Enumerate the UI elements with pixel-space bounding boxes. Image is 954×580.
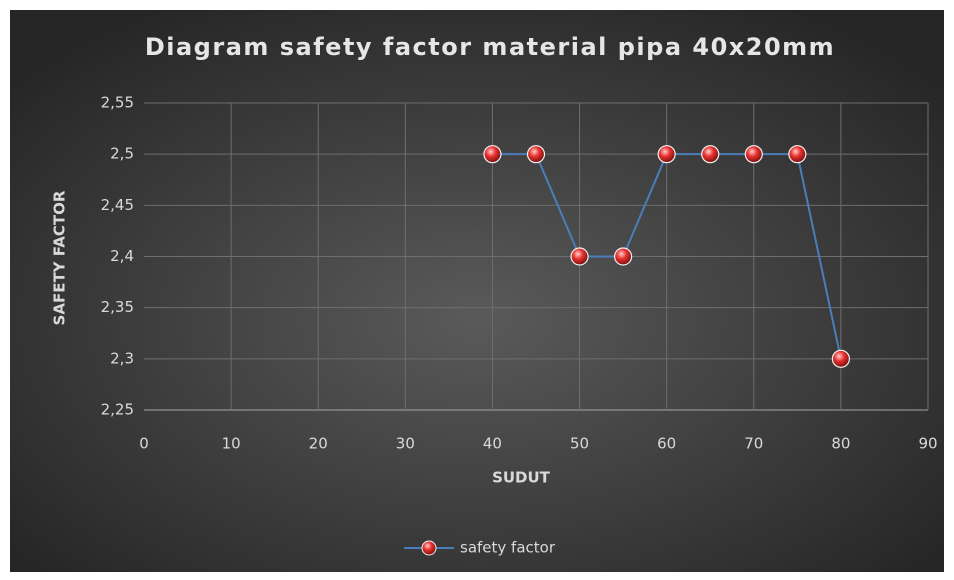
- x-tick-label: 80: [831, 435, 850, 453]
- x-tick-label: 30: [396, 435, 415, 453]
- y-tick-label: 2,5: [110, 145, 134, 163]
- y-tick-label: 2,55: [101, 94, 134, 112]
- y-tick-label: 2,45: [101, 196, 134, 214]
- chart-background: [10, 10, 944, 572]
- chart-title: Diagram safety factor material pipa 40x2…: [145, 33, 835, 61]
- data-point: [570, 247, 589, 266]
- data-point: [657, 145, 676, 164]
- legend-label: safety factor: [460, 539, 556, 557]
- data-point: [831, 349, 850, 368]
- x-tick-label: 60: [657, 435, 676, 453]
- y-tick-label: 2,4: [110, 247, 134, 265]
- data-point: [526, 145, 546, 164]
- y-axis-label: SAFETY FACTOR: [51, 190, 69, 325]
- y-tick-label: 2,3: [110, 349, 134, 367]
- data-point: [614, 247, 633, 266]
- data-point: [744, 145, 763, 164]
- x-tick-label: 20: [309, 435, 328, 453]
- x-tick-label: 10: [222, 435, 241, 453]
- x-tick-label: 50: [570, 435, 589, 453]
- x-axis-label: SUDUT: [492, 469, 551, 487]
- x-tick-label: 40: [483, 435, 502, 453]
- legend-marker: [421, 540, 437, 556]
- data-point: [701, 145, 720, 164]
- y-tick-label: 2,25: [101, 401, 134, 419]
- data-point: [788, 145, 807, 164]
- x-tick-label: 70: [744, 435, 763, 453]
- x-tick-label: 0: [139, 435, 149, 453]
- data-point: [483, 145, 502, 164]
- y-tick-label: 2,35: [101, 298, 134, 316]
- x-tick-label: 90: [918, 435, 937, 453]
